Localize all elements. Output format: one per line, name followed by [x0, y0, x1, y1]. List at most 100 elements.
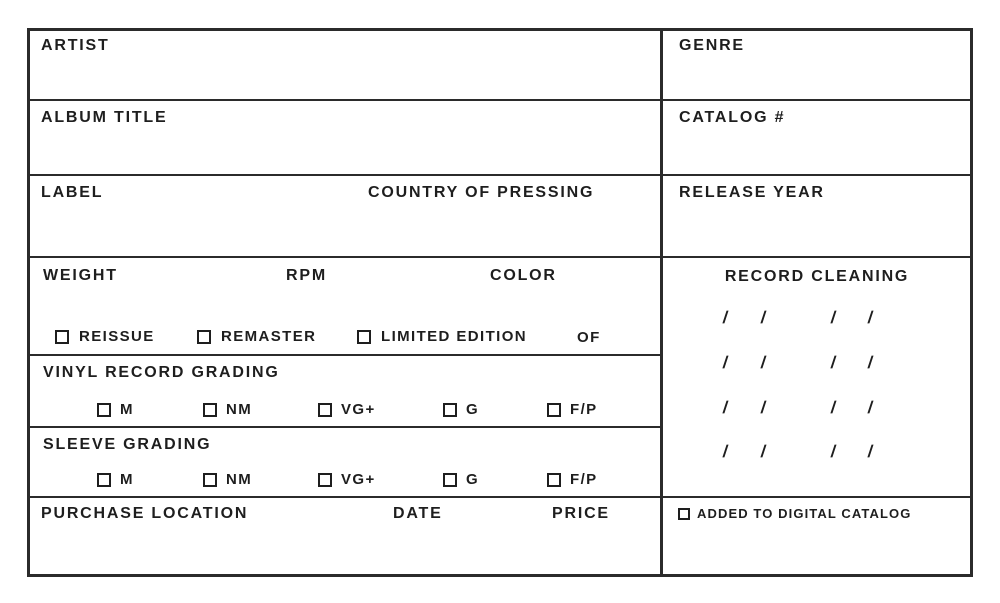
- limited-edition-of-label: OF: [577, 329, 601, 346]
- reissue-label: REISSUE: [79, 328, 155, 345]
- sleeve-grade-fp-checkbox[interactable]: [547, 472, 561, 487]
- sleeve-grade-vgplus-label: VG+: [341, 471, 376, 488]
- album-title-field-area[interactable]: [36, 131, 654, 171]
- reissue-checkbox[interactable]: [55, 329, 69, 344]
- limited-edition-checkbox[interactable]: [357, 329, 371, 344]
- limited-edition-option[interactable]: LIMITED EDITION: [357, 328, 527, 345]
- row-divider-album-label: [27, 174, 973, 176]
- cleaning-date-slash: /: [759, 398, 767, 417]
- vinyl-grade-vgplus-checkbox[interactable]: [318, 402, 332, 417]
- remaster-label: REMASTER: [221, 328, 317, 345]
- cleaning-date-slash: /: [759, 308, 767, 327]
- sleeve-grade-g-label: G: [466, 471, 480, 488]
- added-to-digital-catalog-checkbox[interactable]: [678, 507, 690, 520]
- album-title-label: ALBUM TITLE: [41, 109, 168, 126]
- purchase-price-label: PRICE: [552, 505, 610, 522]
- cleaning-date-slash: /: [866, 353, 875, 372]
- vinyl-grade-m-checkbox[interactable]: [97, 402, 111, 417]
- row-divider-vinyl-sleevegrading: [27, 426, 663, 428]
- row-divider-grading-purchase: [27, 496, 973, 498]
- cleaning-date-slash: /: [866, 442, 875, 461]
- limited-edition-label: LIMITED EDITION: [381, 328, 527, 345]
- vinyl-grade-vgplus-option[interactable]: VG+: [318, 401, 376, 418]
- color-field-area[interactable]: [560, 266, 655, 286]
- cleaning-date-slash: /: [721, 353, 730, 372]
- catalog-number-label: CATALOG #: [679, 109, 786, 126]
- reissue-option[interactable]: REISSUE: [55, 328, 155, 345]
- purchase-date-field-area[interactable]: [455, 505, 545, 525]
- vinyl-grade-m-label: M: [120, 401, 134, 418]
- purchase-date-label: DATE: [393, 505, 443, 522]
- rpm-field-area[interactable]: [340, 266, 485, 286]
- vinyl-grade-vgplus-label: VG+: [341, 401, 376, 418]
- cleaning-date-slash: /: [830, 308, 838, 327]
- weight-label: WEIGHT: [43, 267, 118, 284]
- vinyl-grade-nm-option[interactable]: NM: [203, 401, 252, 418]
- record-label-field-area[interactable]: [36, 207, 361, 252]
- record-cleaning-row-3[interactable]: / / / /: [663, 398, 971, 420]
- vinyl-grade-g-label: G: [466, 401, 480, 418]
- sleeve-grade-fp-label: F/P: [570, 471, 598, 488]
- vinyl-grade-nm-checkbox[interactable]: [203, 402, 217, 417]
- remaster-option[interactable]: REMASTER: [197, 328, 316, 345]
- form-outer-border: [27, 28, 973, 577]
- sleeve-grade-g-checkbox[interactable]: [443, 472, 457, 487]
- artist-field-area[interactable]: [36, 58, 654, 96]
- purchase-location-field-area[interactable]: [41, 530, 481, 572]
- vinyl-grade-g-option[interactable]: G: [443, 401, 479, 418]
- record-cleaning-row-4[interactable]: / / / /: [663, 442, 971, 464]
- cleaning-date-slash: /: [721, 442, 730, 461]
- sleeve-grade-m-label: M: [120, 471, 134, 488]
- sleeve-grading-label: SLEEVE GRADING: [43, 436, 212, 453]
- genre-field-area[interactable]: [668, 58, 968, 96]
- vinyl-grade-fp-label: F/P: [570, 401, 598, 418]
- vinyl-grade-nm-label: NM: [226, 401, 253, 418]
- sleeve-grade-vgplus-option[interactable]: VG+: [318, 471, 376, 488]
- sleeve-grade-nm-option[interactable]: NM: [203, 471, 252, 488]
- genre-label: GENRE: [679, 37, 745, 54]
- vinyl-grade-fp-option[interactable]: F/P: [547, 401, 598, 418]
- sleeve-grade-fp-option[interactable]: F/P: [547, 471, 598, 488]
- record-cleaning-row-1[interactable]: / / / /: [663, 308, 971, 330]
- purchase-price-field-area[interactable]: [618, 505, 658, 525]
- country-of-pressing-label: COUNTRY OF PRESSING: [368, 184, 595, 201]
- cleaning-date-slash: /: [866, 398, 875, 417]
- sleeve-grade-vgplus-checkbox[interactable]: [318, 472, 332, 487]
- row-divider-label-details: [27, 256, 973, 258]
- catalog-number-field-area[interactable]: [668, 131, 968, 171]
- vinyl-grade-fp-checkbox[interactable]: [547, 402, 561, 417]
- remaster-checkbox[interactable]: [197, 329, 211, 344]
- release-year-field-area[interactable]: [668, 207, 968, 252]
- purchase-location-label: PURCHASE LOCATION: [41, 505, 249, 522]
- record-cleaning-row-2[interactable]: / / / /: [663, 353, 971, 375]
- sleeve-grade-g-option[interactable]: G: [443, 471, 479, 488]
- row-divider-artist-album: [27, 99, 973, 101]
- cleaning-date-slash: /: [721, 308, 730, 327]
- cleaning-date-slash: /: [721, 398, 730, 417]
- cleaning-date-slash: /: [759, 353, 767, 372]
- cleaning-date-slash: /: [759, 442, 767, 461]
- release-year-label: RELEASE YEAR: [679, 184, 825, 201]
- artist-label: ARTIST: [41, 37, 110, 54]
- rpm-label: RPM: [286, 267, 327, 284]
- limited-edition-of-field-area[interactable]: [612, 329, 657, 349]
- vinyl-record-grading-label: VINYL RECORD GRADING: [43, 364, 280, 381]
- vinyl-grade-g-checkbox[interactable]: [443, 402, 457, 417]
- sleeve-grade-nm-checkbox[interactable]: [203, 472, 217, 487]
- cleaning-date-slash: /: [830, 398, 838, 417]
- cleaning-date-slash: /: [866, 308, 875, 327]
- weight-field-area[interactable]: [132, 266, 280, 286]
- row-divider-edition-vinylgrading: [27, 354, 663, 356]
- sleeve-grade-nm-label: NM: [226, 471, 253, 488]
- added-to-digital-catalog-label: ADDED TO DIGITAL CATALOG: [697, 506, 912, 521]
- record-cleaning-label: RECORD CLEANING: [724, 268, 910, 285]
- sleeve-grade-m-checkbox[interactable]: [97, 472, 111, 487]
- added-to-digital-catalog-option[interactable]: ADDED TO DIGITAL CATALOG: [678, 506, 911, 521]
- record-label-label: LABEL: [41, 184, 104, 201]
- vinyl-grade-m-option[interactable]: M: [97, 401, 134, 418]
- sleeve-grade-m-option[interactable]: M: [97, 471, 134, 488]
- color-label: COLOR: [490, 267, 557, 284]
- country-of-pressing-field-area[interactable]: [368, 207, 654, 252]
- cleaning-date-slash: /: [830, 442, 838, 461]
